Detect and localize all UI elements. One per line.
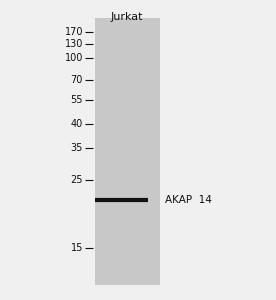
Text: 170: 170 (65, 27, 83, 37)
Text: Jurkat: Jurkat (111, 12, 143, 22)
Text: 130: 130 (65, 39, 83, 49)
Bar (95, 18, 160, 285)
Text: 25: 25 (70, 175, 83, 185)
Text: 55: 55 (70, 95, 83, 105)
Text: 70: 70 (71, 75, 83, 85)
Text: 35: 35 (71, 143, 83, 153)
Text: 40: 40 (71, 119, 83, 129)
Text: 15: 15 (71, 243, 83, 253)
Text: AKAP  14: AKAP 14 (165, 195, 212, 205)
Text: 100: 100 (65, 53, 83, 63)
